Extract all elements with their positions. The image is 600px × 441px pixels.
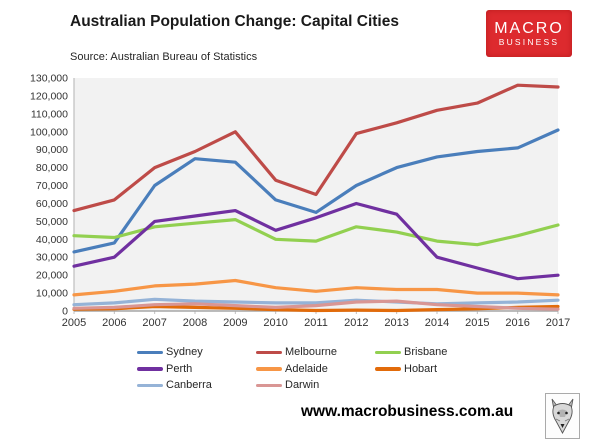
- series-line-adelaide: [72, 278, 560, 297]
- y-tick-label: 10,000: [36, 288, 68, 300]
- legend-item-adelaide: Adelaide: [256, 361, 375, 378]
- x-tick-label: 2009: [223, 317, 247, 329]
- legend-swatch-brisbane: [375, 350, 401, 354]
- x-tick-label: 2006: [102, 317, 126, 329]
- chart-source: Source: Australian Bureau of Statistics: [70, 51, 258, 63]
- legend-swatch-darwin: [256, 383, 282, 387]
- y-tick-label: 90,000: [36, 144, 68, 156]
- legend-label: Darwin: [285, 379, 320, 392]
- macrobusiness-logo: MACRO BUSINESS: [486, 10, 572, 57]
- x-tick-label: 2007: [142, 317, 166, 329]
- y-tick-label: 120,000: [30, 90, 68, 102]
- x-tick-label: 2012: [344, 317, 368, 329]
- legend-swatch-hobart: [375, 367, 401, 371]
- wolf-logo: [545, 393, 580, 439]
- legend-swatch-sydney: [137, 350, 163, 354]
- legend-item-sydney: Sydney: [137, 344, 256, 361]
- x-tick-label: 2014: [425, 317, 449, 329]
- series-line-canberra: [72, 297, 560, 307]
- y-tick-label: 30,000: [36, 252, 68, 264]
- x-tick-label: 2010: [263, 317, 287, 329]
- series-line-brisbane: [72, 218, 560, 247]
- legend-label: Perth: [166, 362, 193, 375]
- y-tick-label: 40,000: [36, 234, 68, 246]
- chart-title: Australian Population Change: Capital Ci…: [70, 13, 399, 30]
- legend-item-brisbane: Brisbane: [375, 344, 494, 361]
- legend-label: Hobart: [404, 362, 438, 375]
- y-tick-label: 80,000: [36, 162, 68, 174]
- legend-label: Adelaide: [285, 362, 328, 375]
- y-tick-label: 100,000: [30, 126, 68, 138]
- y-tick-label: 20,000: [36, 270, 68, 282]
- x-tick-label: 2015: [465, 317, 489, 329]
- x-tick-label: 2011: [304, 317, 328, 329]
- series-line-perth: [72, 201, 560, 281]
- legend-swatch-perth: [137, 367, 163, 371]
- legend-item-canberra: Canberra: [137, 377, 256, 394]
- legend-item-hobart: Hobart: [375, 361, 494, 378]
- legend-swatch-adelaide: [256, 367, 282, 371]
- chart-legend: Sydney Melbourne Brisbane Perth Adelaide Hoba…: [137, 344, 494, 394]
- series-line-sydney: [72, 128, 560, 254]
- y-tick-label: 70,000: [36, 180, 68, 192]
- x-tick-label: 2008: [183, 317, 207, 329]
- legend-label: Melbourne: [285, 346, 337, 359]
- y-tick-label: 50,000: [36, 216, 68, 228]
- legend-swatch-melbourne: [256, 350, 282, 354]
- x-tick-label: 2016: [505, 317, 529, 329]
- legend-label: Sydney: [166, 346, 203, 359]
- legend-swatch-canberra: [137, 383, 163, 387]
- series-line-melbourne: [72, 83, 560, 213]
- series-line-hobart: [72, 304, 560, 313]
- y-tick-label: 130,000: [30, 73, 68, 85]
- y-tick-label: 0: [62, 306, 68, 318]
- series-line-darwin: [72, 299, 560, 311]
- legend-label: Brisbane: [404, 346, 448, 359]
- wolf-icon: [551, 398, 574, 434]
- legend-item-perth: Perth: [137, 361, 256, 378]
- line-chart: 0 10,000 20,000 30,000 40,000 50,000 60,000 70,…: [30, 73, 570, 330]
- y-tick-label: 60,000: [36, 198, 68, 210]
- x-tick-label: 2005: [62, 317, 86, 329]
- x-tick-label: 2017: [546, 317, 570, 329]
- logo-line2: BUSINESS: [498, 36, 560, 47]
- legend-item-melbourne: Melbourne: [256, 344, 375, 361]
- y-tick-label: 110,000: [31, 108, 68, 120]
- x-tick-label: 2013: [384, 317, 408, 329]
- legend-label: Canberra: [166, 379, 212, 392]
- legend-item-darwin: Darwin: [256, 377, 375, 394]
- footer-url: www.macrobusiness.com.au: [301, 403, 514, 420]
- logo-line1: MACRO: [494, 19, 564, 37]
